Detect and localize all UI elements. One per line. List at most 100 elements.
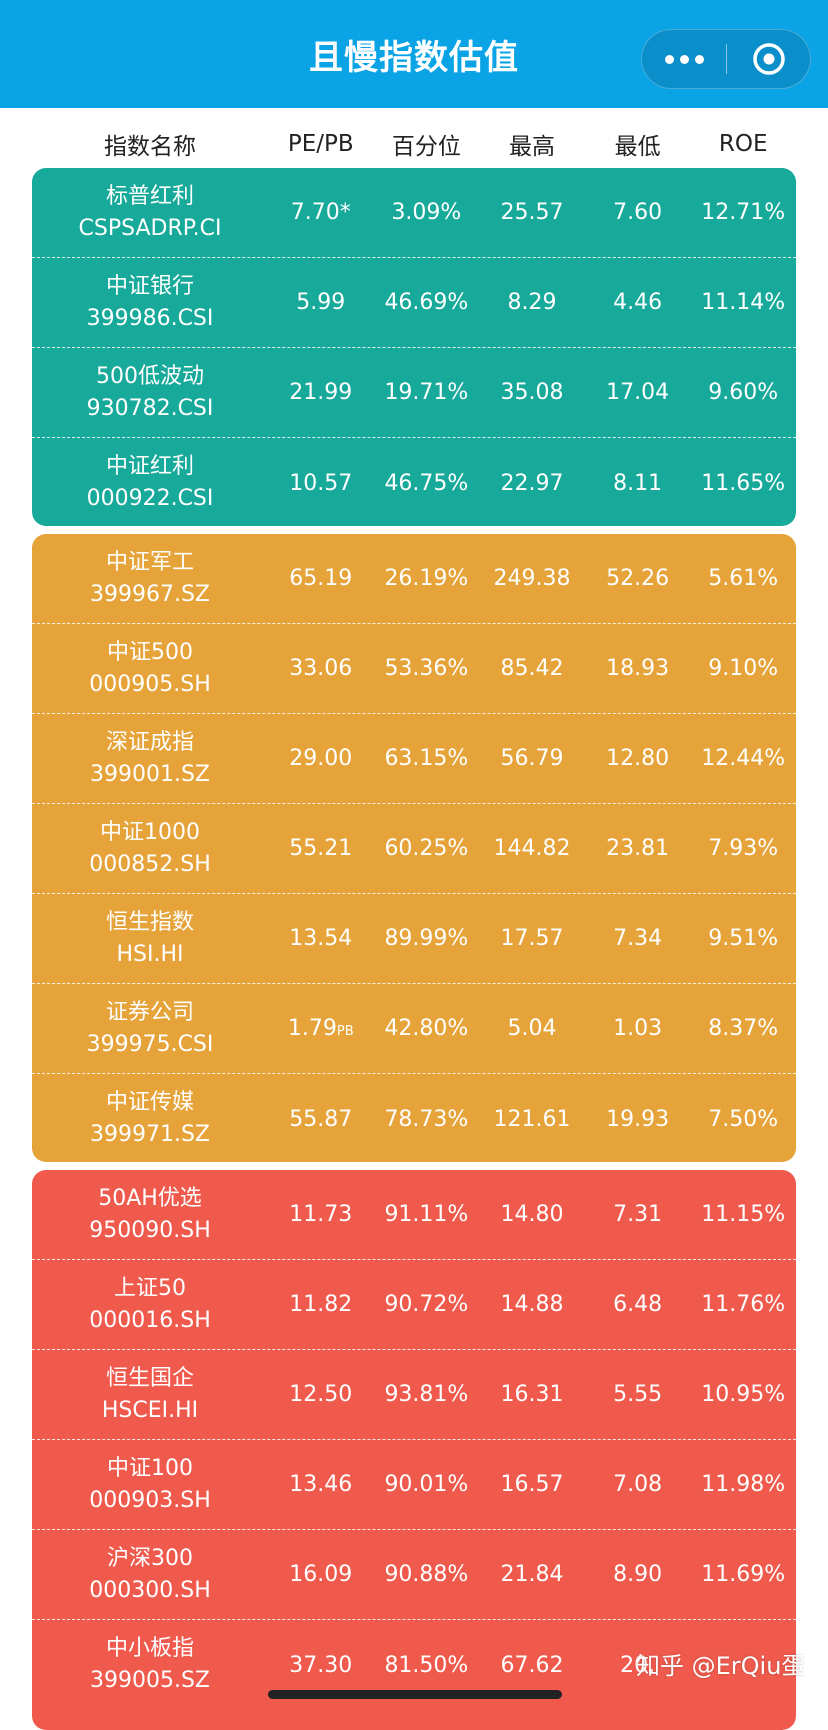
percentile-value: 46.75% (374, 471, 480, 496)
index-name-cell: 50AH优选 950090.SH (32, 1183, 268, 1247)
column-header-name: 指数名称 (104, 134, 196, 160)
high-value: 16.31 (479, 1382, 585, 1407)
high-value-text: 5.04 (507, 1016, 557, 1041)
pe-value-text: 12.50 (289, 1382, 353, 1407)
capsule-divider (726, 44, 727, 74)
percentile-value: 19.71% (374, 380, 480, 405)
high-value-text: 144.82 (493, 836, 571, 861)
low-value: 7.08 (585, 1472, 691, 1497)
pe-value-text: 55.87 (289, 1106, 353, 1132)
low-value-text: 8.90 (613, 1562, 663, 1587)
index-name-cell: 中证100 000903.SH (32, 1453, 268, 1517)
low-value: 17.04 (585, 380, 691, 405)
low-value-text: 20. (620, 1652, 656, 1678)
pe-value: 5.99 (268, 290, 374, 315)
low-value: 1.03 (585, 1016, 691, 1041)
roe-value-text: 5.61% (708, 566, 779, 591)
table-row[interactable]: 500低波动 930782.CSI 21.99 19.71% 35.08 17.04 9.6… (32, 348, 796, 438)
high-value-text: 8.29 (507, 290, 557, 315)
table-row[interactable]: 恒生国企 HSCEI.HI 12.50 93.81% 16.31 5.55 10.95% (32, 1350, 796, 1440)
table-row[interactable]: 证券公司 399975.CSI 1.79PB 42.80% 5.04 1.03 8.37% (32, 984, 796, 1074)
index-code: 399986.CSI (86, 305, 214, 331)
roe-value-text: 9.51% (708, 926, 779, 951)
table-row[interactable]: 50AH优选 950090.SH 11.73 91.11% 14.80 7.31 11.15… (32, 1170, 796, 1260)
table-row[interactable]: 中证军工 399967.SZ 65.19 26.19% 249.38 52.26 5.61% (32, 534, 796, 624)
pe-value-text: 29.00 (289, 746, 353, 771)
high-value-text: 67.62 (500, 1652, 564, 1678)
percentile-value-text: 90.72% (384, 1292, 469, 1317)
percentile-value-text: 60.25% (384, 836, 469, 861)
roe-value: 8.37% (690, 1016, 796, 1041)
pe-value-text: 33.06 (289, 656, 353, 681)
column-header-roe: ROE (718, 131, 768, 157)
table-row[interactable]: 中小板指 399005.SZ 37.30 81.50% 67.62 20. (32, 1620, 796, 1710)
roe-value: 11.15% (690, 1202, 796, 1227)
pe-value-text: 1.79 (287, 1016, 337, 1041)
percentile-value: 90.01% (374, 1472, 480, 1497)
table-row[interactable]: 标普红利 CSPSADRP.CI 7.70* 3.09% 25.57 7.60 12.71% (32, 168, 796, 258)
high-value: 21.84 (479, 1562, 585, 1587)
roe-value-text: 11.69% (701, 1562, 786, 1587)
low-value-text: 7.08 (613, 1472, 663, 1497)
table-row[interactable]: 中证500 000905.SH 33.06 53.36% 85.42 18.93 9.10% (32, 624, 796, 714)
table-row[interactable]: 恒生指数 HSI.HI 13.54 89.99% 17.57 7.34 9.51% (32, 894, 796, 984)
percentile-value: 46.69% (374, 290, 480, 315)
pe-value: 16.09 (268, 1562, 374, 1587)
table-row[interactable]: 中证传媒 399971.SZ 55.87 78.73% 121.61 19.93 7.50% (32, 1074, 796, 1162)
low-value-text: 17.04 (606, 380, 670, 405)
more-options-icon[interactable] (642, 30, 726, 88)
percentile-value: 78.73% (374, 1107, 480, 1132)
index-name: 中证500 (107, 639, 193, 665)
low-value-text: 18.93 (606, 656, 670, 681)
index-code: 399975.CSI (86, 1031, 214, 1057)
roe-value: 5.61% (690, 566, 796, 591)
high-value: 85.42 (479, 656, 585, 681)
high-value: 121.61 (479, 1107, 585, 1132)
close-target-icon[interactable] (752, 42, 786, 76)
pe-value-text: 7.70* (290, 200, 351, 225)
home-indicator (268, 1690, 562, 1699)
nav-bar: 且慢指数估值 (0, 0, 828, 108)
table-row[interactable]: 中证银行 399986.CSI 5.99 46.69% 8.29 4.46 11.14% (32, 258, 796, 348)
low-value: 7.31 (585, 1202, 691, 1227)
percentile-value: 90.88% (374, 1562, 480, 1587)
high-value-text: 25.57 (500, 200, 564, 225)
index-name: 恒生指数 (105, 909, 194, 935)
pe-value: 33.06 (268, 656, 374, 681)
high-value-text: 249.38 (493, 566, 571, 591)
table-row[interactable]: 沪深300 000300.SH 16.09 90.88% 21.84 8.90 11.69% (32, 1530, 796, 1620)
percentile-value: 90.72% (374, 1292, 480, 1317)
pe-value: 13.46 (268, 1472, 374, 1497)
index-name: 中证传媒 (105, 1090, 194, 1115)
percentile-value-text: 93.81% (384, 1382, 469, 1407)
index-name: 上证50 (114, 1275, 186, 1301)
low-value-text: 5.55 (613, 1382, 663, 1407)
table-row[interactable]: 中证红利 000922.CSI 10.57 46.75% 22.97 8.11 11.65% (32, 438, 796, 526)
roe-value: 11.98% (690, 1472, 796, 1497)
index-name: 中证银行 (105, 273, 194, 299)
table-row[interactable]: 中证1000 000852.SH 55.21 60.25% 144.82 23.81 7.9… (32, 804, 796, 894)
table-header: 指数名称 PE/PB 百分位 最高 最低 ROE (32, 118, 796, 170)
percentile-value: 26.19% (374, 566, 480, 591)
index-name-cell: 证券公司 399975.CSI (32, 997, 268, 1061)
roe-value: 7.50% (690, 1107, 796, 1132)
pe-value: 37.30 (268, 1653, 374, 1678)
table-row[interactable]: 上证50 000016.SH 11.82 90.72% 14.88 6.48 11.76% (32, 1260, 796, 1350)
pe-value-text: 21.99 (289, 380, 353, 405)
table-row[interactable]: 深证成指 399001.SZ 29.00 63.15% 56.79 12.80 12.44% (32, 714, 796, 804)
group-low-valuation: 标普红利 CSPSADRP.CI 7.70* 3.09% 25.57 7.60 12.71%… (32, 168, 796, 526)
index-name: 500低波动 (96, 363, 204, 389)
high-value-text: 14.88 (500, 1292, 564, 1317)
percentile-value-text: 19.71% (384, 380, 469, 405)
table-row[interactable]: 中证100 000903.SH 13.46 90.01% 16.57 7.08 11.98% (32, 1440, 796, 1530)
high-value: 35.08 (479, 380, 585, 405)
index-name: 中小板指 (105, 1636, 194, 1661)
roe-value: 11.69% (690, 1562, 796, 1587)
pe-value: 21.99 (268, 380, 374, 405)
index-name-cell: 中证红利 000922.CSI (32, 451, 268, 515)
pe-value-text: 11.82 (289, 1292, 353, 1317)
pe-value-text: 13.54 (289, 926, 353, 951)
column-header-percentile: 百分位 (391, 134, 461, 160)
pe-value: 7.70* (268, 200, 374, 225)
pe-value: 29.00 (268, 746, 374, 771)
